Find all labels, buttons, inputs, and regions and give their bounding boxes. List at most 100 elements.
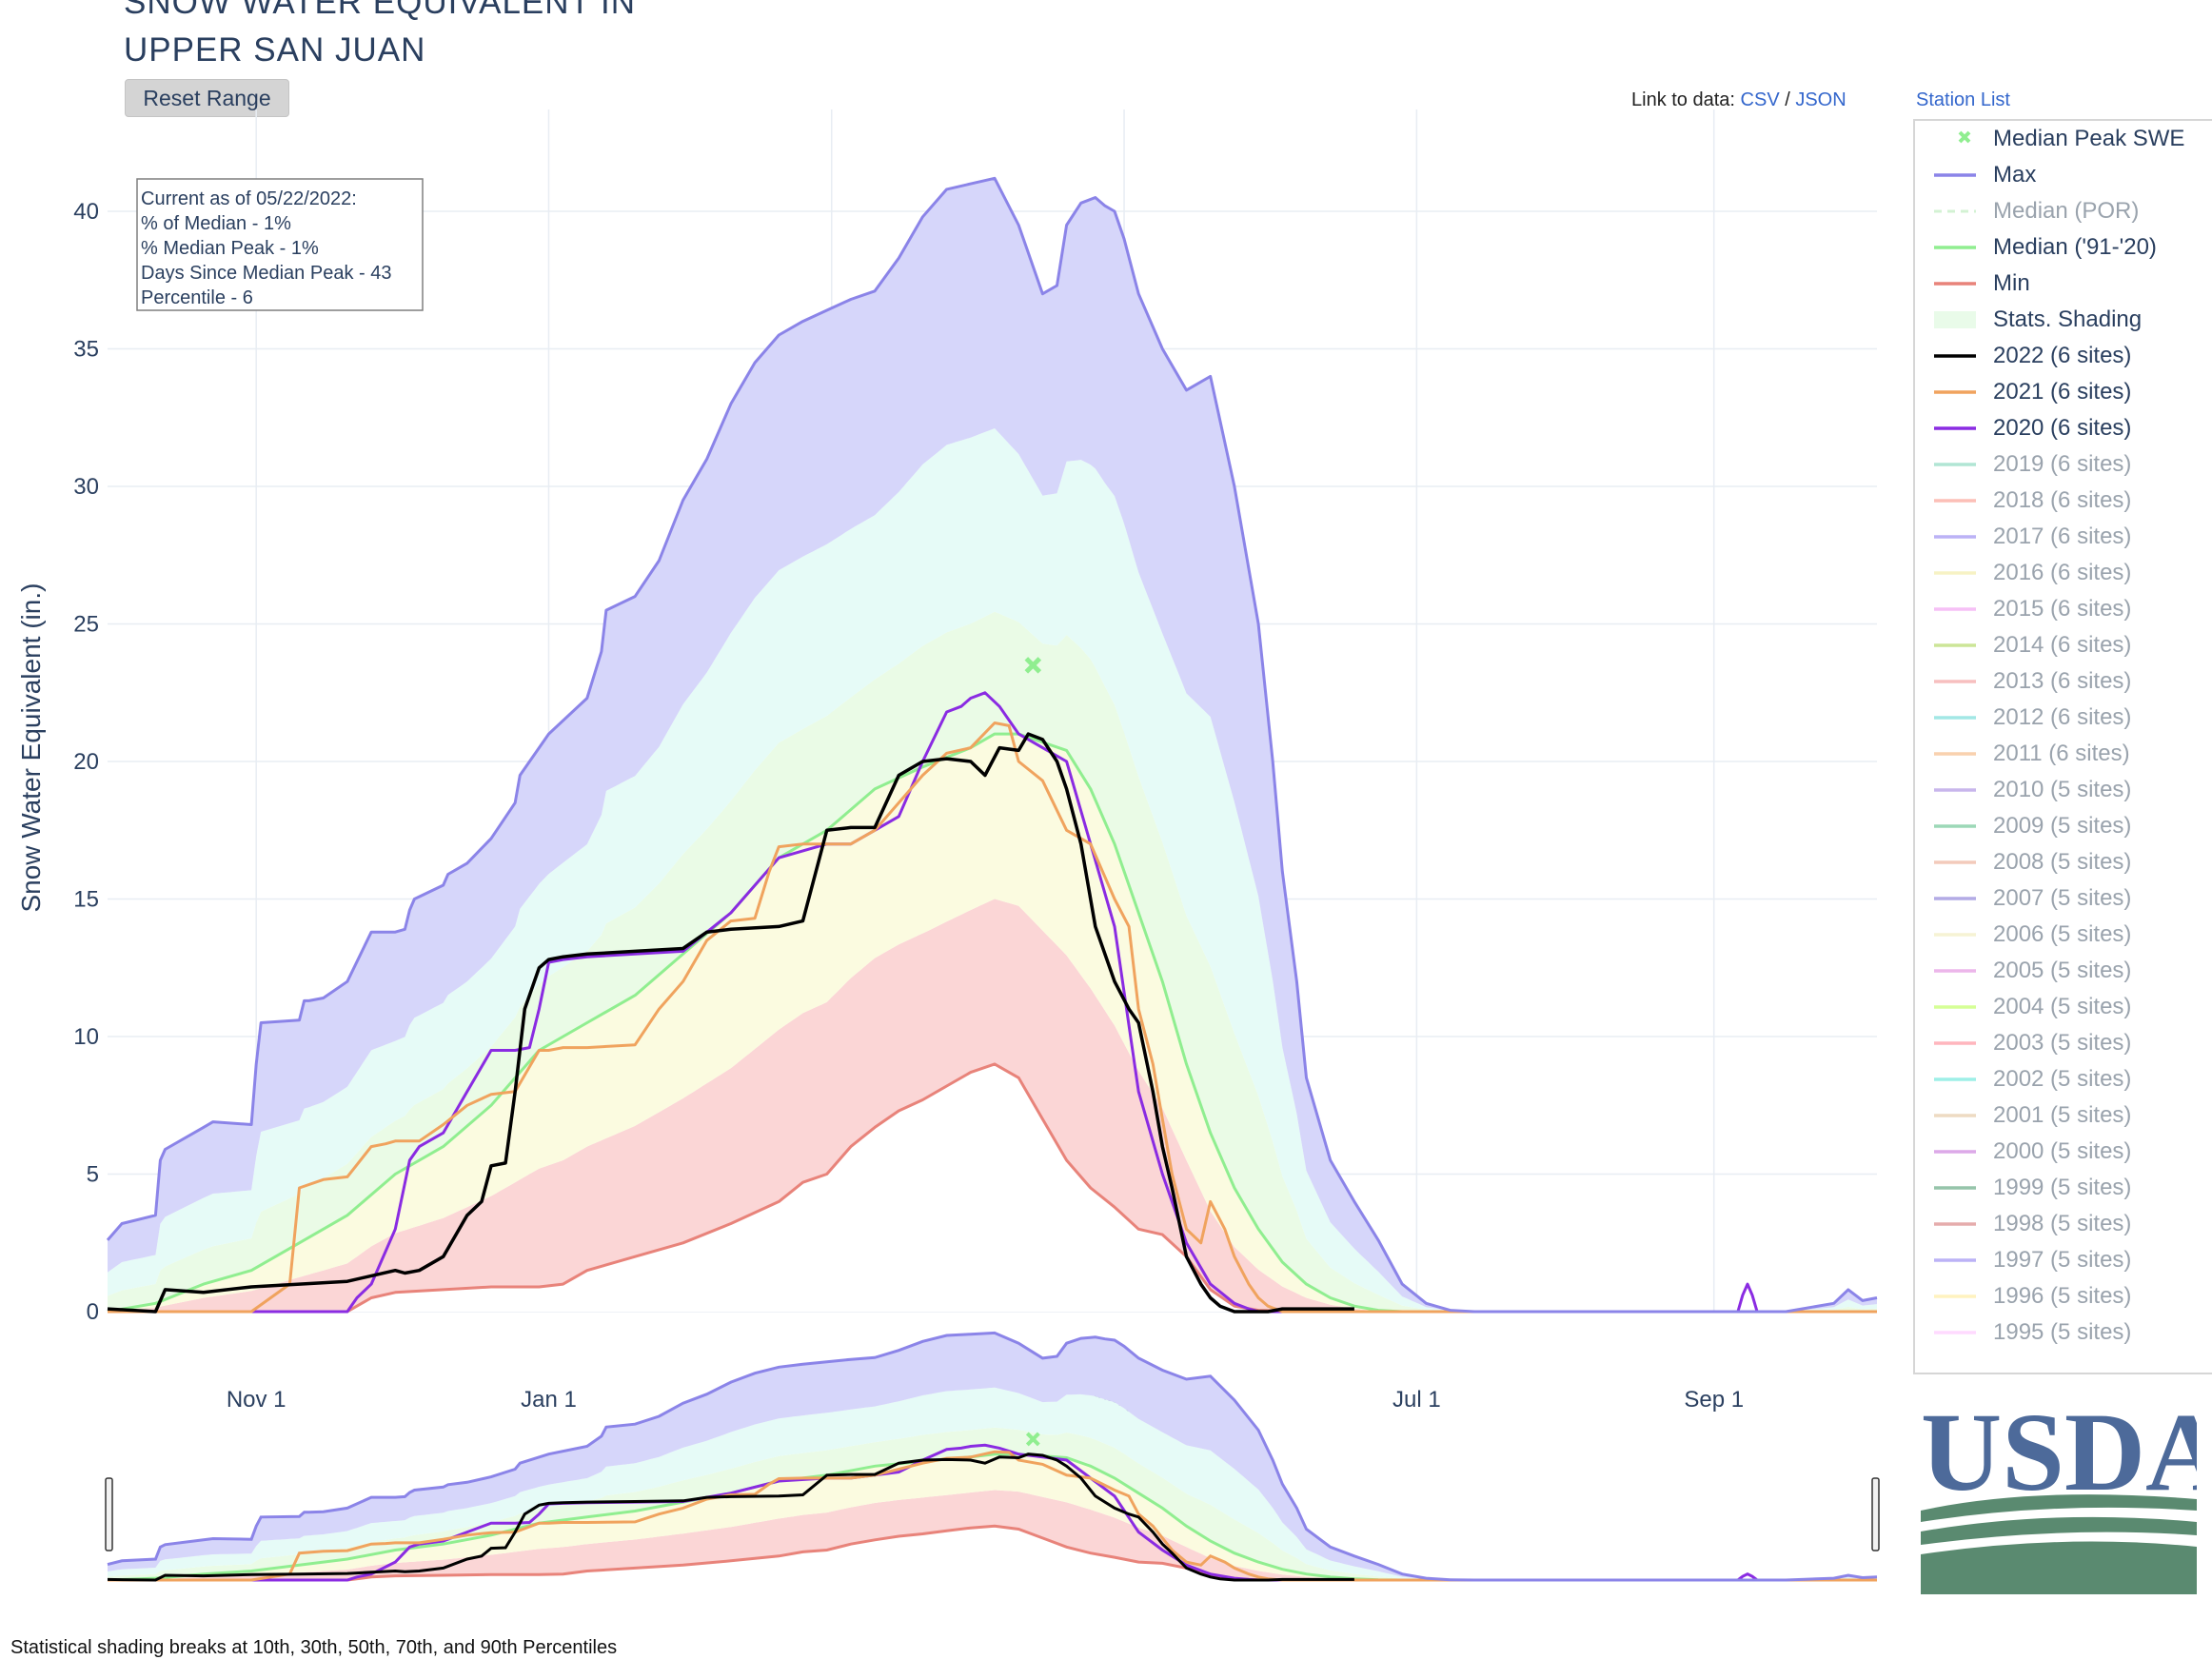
legend-label: 2016 (6 sites) xyxy=(1993,560,2132,585)
legend-label: 2000 (5 sites) xyxy=(1993,1138,2132,1164)
mini-band-10-30 xyxy=(108,1490,1877,1580)
legend-label: 1999 (5 sites) xyxy=(1993,1175,2132,1200)
info-line-3: % Median Peak - 1% xyxy=(141,238,319,259)
legend-swatch-icon xyxy=(1934,643,1976,647)
legend-item[interactable]: Stats. Shading xyxy=(1915,302,2212,338)
legend-label: 2022 (6 sites) xyxy=(1993,343,2132,368)
legend-item[interactable]: 1997 (5 sites) xyxy=(1915,1242,2212,1278)
band-90-max xyxy=(108,178,1877,1312)
legend-label: 2020 (6 sites) xyxy=(1993,415,2132,441)
legend-swatch-icon xyxy=(1934,933,1976,937)
legend-label: Median Peak SWE xyxy=(1993,126,2185,151)
legend-item[interactable]: 2017 (6 sites) xyxy=(1915,519,2212,555)
legend-item[interactable]: 2005 (5 sites) xyxy=(1915,953,2212,989)
legend-swatch-icon xyxy=(1934,752,1976,756)
band-50-70 xyxy=(108,611,1877,1312)
legend-item[interactable]: 1995 (5 sites) xyxy=(1915,1314,2212,1351)
min-line xyxy=(108,1062,1877,1314)
legend-swatch-icon xyxy=(1934,897,1976,900)
legend-item[interactable]: 2015 (6 sites) xyxy=(1915,591,2212,627)
legend-label: 2002 (5 sites) xyxy=(1993,1066,2132,1092)
legend-item[interactable]: 2018 (6 sites) xyxy=(1915,483,2212,519)
legend-item[interactable]: 1996 (5 sites) xyxy=(1915,1278,2212,1314)
legend-label: 2014 (6 sites) xyxy=(1993,632,2132,658)
legend-swatch-icon xyxy=(1934,390,1976,394)
series-2022-line xyxy=(107,732,1354,1314)
legend-swatch-icon xyxy=(1934,209,1976,213)
legend-label: 2008 (5 sites) xyxy=(1993,849,2132,875)
legend-swatch-icon xyxy=(1934,426,1976,430)
json-link[interactable]: JSON xyxy=(1795,89,1847,110)
legend-label: Median ('91-'20) xyxy=(1993,234,2157,260)
info-box: Current as of 05/22/2022: % of Median - … xyxy=(136,178,424,311)
legend-label: Max xyxy=(1993,162,2037,188)
legend-swatch-icon xyxy=(1934,1077,1976,1081)
legend-item[interactable]: 2011 (6 sites) xyxy=(1915,736,2212,772)
legend-item[interactable]: Median (POR) xyxy=(1915,193,2212,229)
legend-swatch-icon xyxy=(1934,499,1976,503)
x-tick-label: Jan 1 xyxy=(521,1387,577,1413)
y-axis-label: Snow Water Equivalent (in.) xyxy=(16,583,46,913)
legend-item[interactable]: 2014 (6 sites) xyxy=(1915,627,2212,663)
legend-item[interactable]: 2006 (5 sites) xyxy=(1915,917,2212,953)
legend-item[interactable]: 2007 (5 sites) xyxy=(1915,880,2212,917)
x-marker-icon xyxy=(1958,130,1971,144)
legend-label: 2010 (5 sites) xyxy=(1993,777,2132,802)
y-tick-label: 15 xyxy=(73,887,99,913)
legend-label: 1997 (5 sites) xyxy=(1993,1247,2132,1273)
legend-label: 2019 (6 sites) xyxy=(1993,451,2132,477)
legend-item[interactable]: 2008 (5 sites) xyxy=(1915,844,2212,880)
chart-title: SNOW WATER EQUIVALENT IN UPPER SAN JUAN xyxy=(124,0,636,74)
legend-item[interactable]: 2013 (6 sites) xyxy=(1915,663,2212,700)
range-handle-left xyxy=(105,1477,113,1551)
legend-label: 2004 (5 sites) xyxy=(1993,994,2132,1019)
legend-item[interactable]: 2000 (5 sites) xyxy=(1915,1134,2212,1170)
reset-range-button[interactable]: Reset Range xyxy=(125,79,289,117)
legend-item[interactable]: 2022 (6 sites) xyxy=(1915,338,2212,374)
legend-item[interactable]: 2016 (6 sites) xyxy=(1915,555,2212,591)
legend-item[interactable]: Max xyxy=(1915,157,2212,193)
y-tick-label: 20 xyxy=(73,749,99,775)
legend-swatch-icon xyxy=(1934,535,1976,539)
legend-item[interactable]: Median ('91-'20) xyxy=(1915,229,2212,266)
csv-link[interactable]: CSV xyxy=(1740,89,1780,110)
max-line xyxy=(106,176,1878,1314)
legend-item[interactable]: 2002 (5 sites) xyxy=(1915,1061,2212,1097)
series-lines xyxy=(106,176,1878,1314)
legend-item[interactable]: 1998 (5 sites) xyxy=(1915,1206,2212,1242)
legend-label: 1996 (5 sites) xyxy=(1993,1283,2132,1309)
y-tick-label: 30 xyxy=(73,474,99,500)
legend-item[interactable]: 2021 (6 sites) xyxy=(1915,374,2212,410)
mini-max-line xyxy=(107,1331,1878,1582)
legend-item[interactable]: 2003 (5 sites) xyxy=(1915,1025,2212,1061)
legend-item[interactable]: 2020 (6 sites) xyxy=(1915,410,2212,446)
legend-item[interactable]: 2009 (5 sites) xyxy=(1915,808,2212,844)
legend-item[interactable]: 2019 (6 sites) xyxy=(1915,446,2212,483)
legend-swatch-icon xyxy=(1934,1186,1976,1190)
usda-logo-graphic: USDA xyxy=(1921,1404,2197,1594)
legend-item[interactable]: 1999 (5 sites) xyxy=(1915,1170,2212,1206)
legend-item[interactable]: Median Peak SWE xyxy=(1915,121,2212,157)
range-slider[interactable] xyxy=(105,1331,1880,1582)
legend-swatch-icon xyxy=(1934,788,1976,792)
station-list-link[interactable]: Station List xyxy=(1916,89,2010,110)
info-box-frame xyxy=(136,178,424,311)
x-marker-shape xyxy=(1958,130,1971,144)
legend-item[interactable]: 2001 (5 sites) xyxy=(1915,1097,2212,1134)
chart-legend: Median Peak SWE Max Median (POR) Median ('9… xyxy=(1913,119,2212,1374)
legend-item[interactable]: 2012 (6 sites) xyxy=(1915,700,2212,736)
legend-item[interactable]: 2010 (5 sites) xyxy=(1915,772,2212,808)
legend-swatch-icon xyxy=(1934,463,1976,466)
mini-band-90-max xyxy=(108,1333,1877,1580)
legend-item[interactable]: 2004 (5 sites) xyxy=(1915,989,2212,1025)
band-10-30 xyxy=(108,899,1877,1312)
legend-swatch-icon xyxy=(1934,282,1976,286)
title-line-2: UPPER SAN JUAN xyxy=(124,31,426,69)
info-line-2: % of Median - 1% xyxy=(141,213,291,234)
mini-min-line xyxy=(108,1524,1877,1582)
legend-item[interactable]: Min xyxy=(1915,266,2212,302)
y-tick-label: 5 xyxy=(87,1162,99,1188)
legend-swatch-icon xyxy=(1934,1041,1976,1045)
data-links: Link to data: CSV / JSON xyxy=(1631,89,1847,111)
